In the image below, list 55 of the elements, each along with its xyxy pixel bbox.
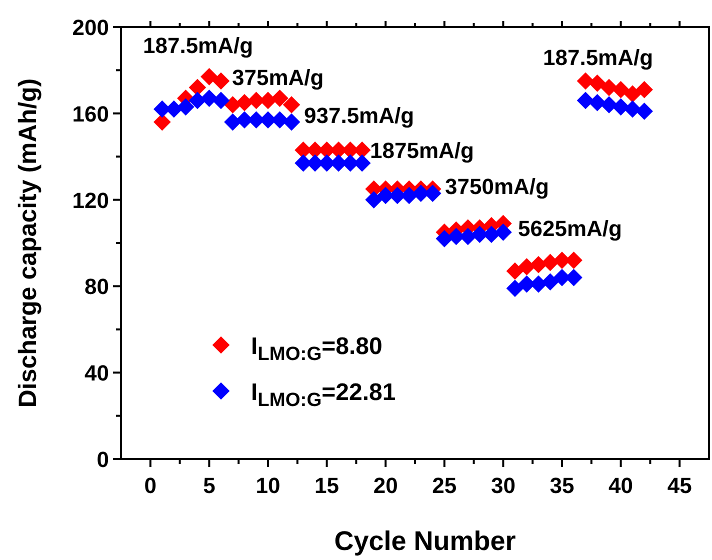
point xyxy=(576,92,594,110)
x-tick-label: 15 xyxy=(314,473,340,498)
x-tick-label: 45 xyxy=(667,473,692,498)
point xyxy=(236,94,254,112)
point xyxy=(506,280,524,298)
annotation: 5625mA/g xyxy=(518,216,622,241)
x-tick-label: 5 xyxy=(203,473,216,498)
point xyxy=(518,258,536,276)
point xyxy=(612,98,630,116)
x-tick-label: 40 xyxy=(608,473,634,498)
y-tick-label: 200 xyxy=(72,15,109,40)
y-tick-label: 120 xyxy=(72,188,109,213)
y-tick-label: 40 xyxy=(84,360,109,386)
point xyxy=(212,72,230,90)
point xyxy=(530,256,548,274)
point xyxy=(200,68,218,86)
annotation: 1875mA/g xyxy=(370,138,474,163)
x-axis-title: Cycle Number xyxy=(334,526,516,556)
point xyxy=(282,96,300,114)
legend-label: I$_{LMO:G}$=22.81 xyxy=(251,379,396,411)
point xyxy=(436,230,454,248)
point xyxy=(365,191,382,208)
point xyxy=(282,113,300,131)
point xyxy=(636,80,653,98)
x-tick-label: 25 xyxy=(432,473,457,498)
point xyxy=(271,90,288,107)
annotation: 187.5mA/g xyxy=(543,45,654,70)
annotation: 3750mA/g xyxy=(445,174,549,199)
point xyxy=(576,72,594,90)
point xyxy=(588,94,606,112)
point xyxy=(188,92,206,110)
point xyxy=(588,74,606,92)
annotation: 375mA/g xyxy=(232,65,324,90)
x-tick-label: 10 xyxy=(256,473,280,498)
point xyxy=(636,102,653,120)
x-tick-label: 30 xyxy=(490,473,516,498)
point xyxy=(212,92,230,110)
point xyxy=(200,90,218,107)
legend-label: I$_{LMO:G}$=8.80 xyxy=(251,333,382,365)
x-tick-label: 0 xyxy=(144,473,157,498)
point xyxy=(600,78,618,96)
y-tick-label: 0 xyxy=(96,447,109,472)
y-tick-label: 160 xyxy=(72,101,109,126)
x-tick-label: 20 xyxy=(373,473,398,498)
y-tick-label: 80 xyxy=(84,274,109,300)
point xyxy=(542,273,559,291)
point xyxy=(624,85,642,103)
point xyxy=(177,98,194,116)
annotation: 937.5mA/g xyxy=(304,103,414,128)
annotation: 187.5mA/g xyxy=(143,33,254,58)
point xyxy=(612,80,630,98)
x-tick-label: 35 xyxy=(550,473,574,498)
y-axis-title: Discharge capacity (mAh/g) xyxy=(14,78,42,408)
point xyxy=(506,262,524,280)
point xyxy=(494,224,512,241)
